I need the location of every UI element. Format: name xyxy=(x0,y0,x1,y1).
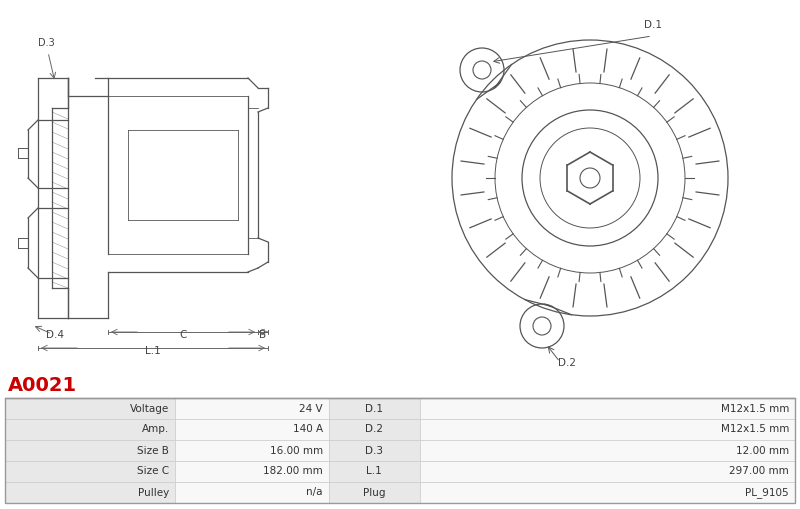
Text: Size B: Size B xyxy=(137,445,169,456)
Text: C: C xyxy=(179,330,186,340)
Bar xyxy=(5,461,175,482)
Text: 24 V: 24 V xyxy=(299,404,323,413)
Text: 16.00 mm: 16.00 mm xyxy=(270,445,323,456)
Bar xyxy=(175,440,329,461)
Bar xyxy=(5,482,175,503)
Text: D.2: D.2 xyxy=(366,425,383,435)
Text: M12x1.5 mm: M12x1.5 mm xyxy=(721,425,789,435)
Text: Voltage: Voltage xyxy=(130,404,169,413)
Text: 140 A: 140 A xyxy=(293,425,323,435)
Bar xyxy=(329,482,420,503)
Bar xyxy=(420,482,795,503)
Bar xyxy=(175,482,329,503)
Text: L.1: L.1 xyxy=(366,467,382,476)
Text: D.3: D.3 xyxy=(366,445,383,456)
Bar xyxy=(175,398,329,419)
Text: 182.00 mm: 182.00 mm xyxy=(263,467,323,476)
Text: D.3: D.3 xyxy=(38,38,54,48)
Bar xyxy=(5,398,795,503)
Bar xyxy=(329,398,420,419)
Text: Amp.: Amp. xyxy=(142,425,169,435)
Text: PL_9105: PL_9105 xyxy=(746,487,789,498)
Text: L.1: L.1 xyxy=(145,346,161,356)
Text: B: B xyxy=(259,330,266,340)
Bar xyxy=(175,461,329,482)
Text: 12.00 mm: 12.00 mm xyxy=(736,445,789,456)
Bar xyxy=(329,440,420,461)
Text: M12x1.5 mm: M12x1.5 mm xyxy=(721,404,789,413)
Bar xyxy=(420,419,795,440)
Bar xyxy=(5,440,175,461)
Text: Pulley: Pulley xyxy=(138,488,169,497)
Text: A0021: A0021 xyxy=(8,376,77,395)
Text: 297.00 mm: 297.00 mm xyxy=(730,467,789,476)
Bar xyxy=(420,398,795,419)
Text: Size C: Size C xyxy=(137,467,169,476)
Text: D.1: D.1 xyxy=(366,404,383,413)
Bar xyxy=(329,419,420,440)
Text: D.2: D.2 xyxy=(558,358,576,368)
Bar xyxy=(329,461,420,482)
Bar xyxy=(420,461,795,482)
Text: D.1: D.1 xyxy=(644,20,662,30)
Bar xyxy=(5,419,175,440)
Text: n/a: n/a xyxy=(306,488,323,497)
Bar xyxy=(420,440,795,461)
Text: Plug: Plug xyxy=(363,488,386,497)
Bar xyxy=(175,419,329,440)
Bar xyxy=(5,398,175,419)
Text: D.4: D.4 xyxy=(46,330,64,340)
